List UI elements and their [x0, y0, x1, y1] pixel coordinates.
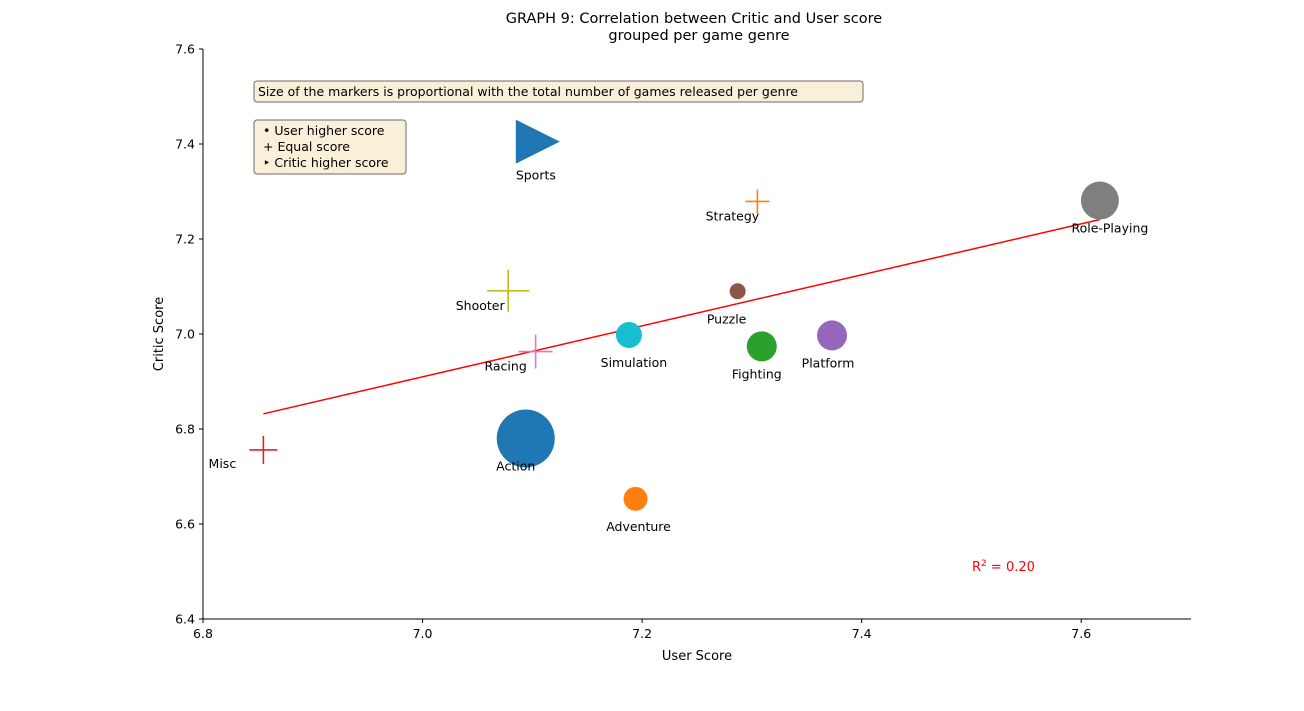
marker-simulation — [615, 321, 642, 348]
y-tick-label: 7.4 — [175, 137, 195, 152]
y-tick-label: 6.8 — [175, 422, 195, 437]
x-tick-label: 6.8 — [193, 626, 213, 641]
r-squared-annotation: R2 = 0.20 — [972, 559, 1035, 575]
marker-shooter — [487, 269, 530, 312]
note-text: Size of the markers is proportional with… — [258, 84, 798, 99]
marker-puzzle — [729, 283, 746, 300]
marker-strategy — [745, 189, 770, 214]
chart-title-line2: grouped per game genre — [608, 28, 789, 44]
x-tick-label: 7.4 — [852, 626, 872, 641]
marker-sports — [515, 119, 560, 164]
point-label-racing: Racing — [484, 359, 526, 374]
x-tick-label: 7.0 — [413, 626, 433, 641]
marker-action — [496, 409, 555, 468]
point-label-adventure: Adventure — [606, 519, 671, 534]
r-squared-value: = 0.20 — [987, 560, 1035, 575]
point-label-platform: Platform — [802, 355, 855, 370]
r-squared-superscript: 2 — [981, 559, 987, 569]
legend-entry-user-higher: • User higher score — [263, 123, 385, 138]
point-label-fighting: Fighting — [732, 366, 782, 381]
marker-fighting — [746, 331, 777, 362]
point-label-role-playing: Role-Playing — [1071, 221, 1148, 236]
note-box: Size of the markers is proportional with… — [253, 80, 864, 103]
legend-box: • User higher score + Equal score ‣ Crit… — [253, 119, 407, 175]
point-label-simulation: Simulation — [601, 355, 668, 370]
y-axis-label: Critic Score — [152, 297, 167, 371]
marker-role-playing — [1080, 181, 1119, 220]
y-tick-label: 7.0 — [175, 327, 195, 342]
y-tick-label: 7.2 — [175, 232, 195, 247]
legend-entry-equal: + Equal score — [263, 139, 350, 154]
marker-racing — [518, 334, 553, 369]
y-tick-label: 6.4 — [175, 612, 195, 627]
x-axis-label: User Score — [662, 649, 732, 664]
point-label-puzzle: Puzzle — [707, 311, 747, 326]
chart-title-line1: GRAPH 9: Correlation between Critic and … — [506, 11, 882, 27]
x-tick-label: 7.6 — [1071, 626, 1091, 641]
point-label-action: Action — [496, 459, 535, 474]
legend-entry-critic-higher: ‣ Critic higher score — [263, 155, 389, 170]
point-label-strategy: Strategy — [706, 208, 760, 223]
point-label-misc: Misc — [209, 456, 237, 471]
trendline — [263, 218, 1101, 415]
marker-platform — [817, 320, 848, 351]
point-label-shooter: Shooter — [456, 298, 506, 313]
marker-misc — [249, 435, 278, 464]
point-label-sports: Sports — [516, 168, 556, 183]
r-squared-prefix: R — [972, 560, 981, 575]
y-tick-label: 6.6 — [175, 517, 195, 532]
x-tick-label: 7.2 — [632, 626, 652, 641]
y-tick-label: 7.6 — [175, 42, 195, 57]
marker-adventure — [623, 486, 648, 511]
